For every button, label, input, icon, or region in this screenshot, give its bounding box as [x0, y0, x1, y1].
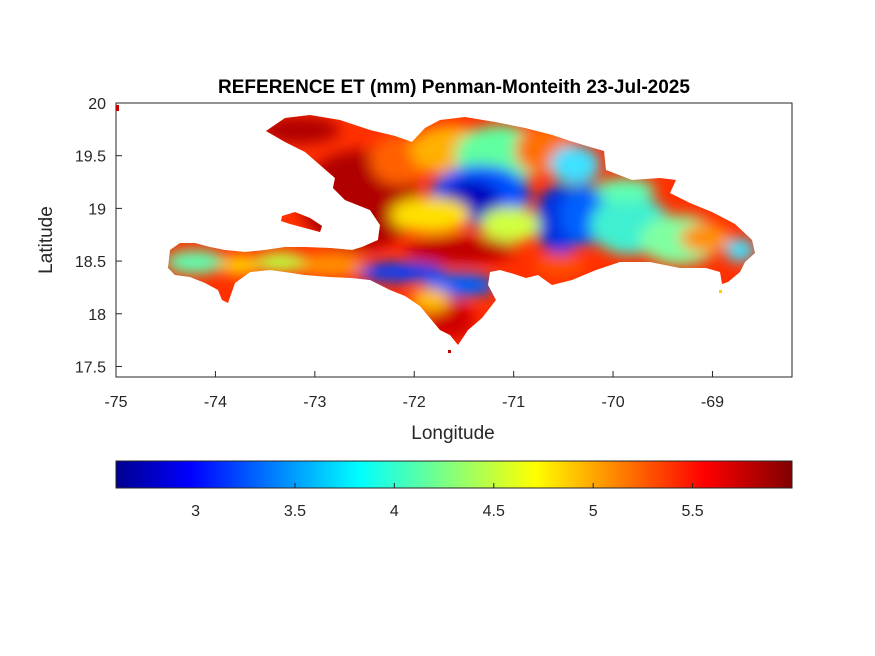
colorbar-ticks: 3 3.5 4 4.5 5 5.5 [191, 483, 704, 520]
x-tick-label: -69 [701, 394, 724, 411]
colorbar-tick-label: 4 [390, 503, 399, 520]
y-tick-label: 20 [88, 96, 106, 113]
x-tick-label: -72 [403, 394, 426, 411]
y-axis-ticks: 20 19.5 19 18.5 18 17.5 [75, 96, 122, 376]
colorbar-tick-label: 5.5 [681, 503, 703, 520]
heatmap-speck [719, 290, 722, 293]
y-tick-label: 19.5 [75, 149, 106, 166]
x-tick-label: -75 [104, 394, 127, 411]
colorbar [115, 460, 793, 489]
x-tick-label: -71 [502, 394, 525, 411]
colorbar-tick-label: 4.5 [483, 503, 505, 520]
colorbar-tick-label: 3 [191, 503, 200, 520]
colorbar-tick-label: 5 [589, 503, 598, 520]
x-tick-label: -74 [204, 394, 227, 411]
y-tick-label: 17.5 [75, 359, 106, 376]
y-tick-label: 19 [88, 201, 106, 218]
heatmap-speck [116, 105, 119, 111]
colorbar-tick-label: 3.5 [284, 503, 306, 520]
y-tick-label: 18 [88, 307, 106, 324]
y-axis-label: Latitude [36, 206, 57, 274]
x-tick-label: -73 [303, 394, 326, 411]
x-axis-label: Longitude [411, 423, 494, 444]
heatmap-speck [448, 350, 451, 353]
x-tick-label: -70 [601, 394, 624, 411]
y-tick-label: 18.5 [75, 254, 106, 271]
map-title: REFERENCE ET (mm) Penman-Monteith 23-Jul… [218, 77, 690, 98]
x-axis-ticks: -75 -74 -73 -72 -71 -70 -69 [104, 371, 724, 411]
heatmap-blobs [168, 116, 755, 340]
